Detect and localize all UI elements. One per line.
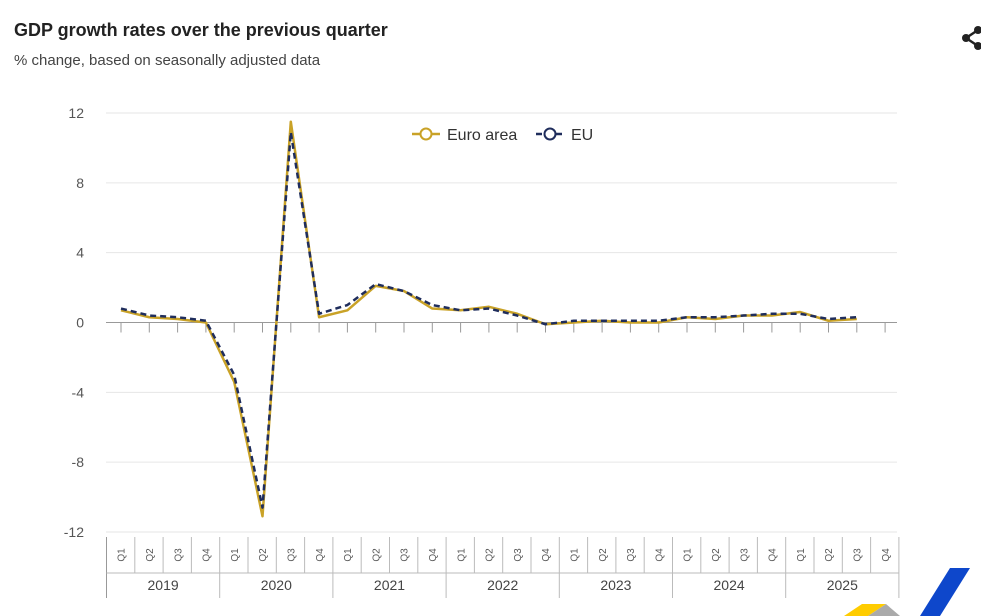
quarter-label: Q4 xyxy=(881,548,892,562)
quarter-label: Q1 xyxy=(343,548,354,562)
quarter-label: Q3 xyxy=(286,548,297,562)
legend-label: EU xyxy=(571,127,593,144)
quarter-label: Q1 xyxy=(230,548,241,562)
quarter-label: Q2 xyxy=(371,548,382,562)
quarter-label: Q4 xyxy=(315,548,326,562)
chart-subtitle: % change, based on seasonally adjusted d… xyxy=(14,52,321,69)
brand-logo xyxy=(844,568,970,616)
chart-title: GDP growth rates over the previous quart… xyxy=(14,20,388,40)
quarter-label: Q3 xyxy=(173,548,184,562)
quarter-label: Q4 xyxy=(541,548,552,562)
quarter-label: Q3 xyxy=(400,548,411,562)
quarter-label: Q2 xyxy=(711,548,722,562)
year-label: 2020 xyxy=(261,577,292,593)
quarter-label: Q1 xyxy=(456,548,467,562)
quarter-label: Q2 xyxy=(258,548,269,562)
year-label: 2019 xyxy=(148,577,179,593)
quarter-label: Q1 xyxy=(117,548,128,562)
y-tick-label: -12 xyxy=(64,524,84,540)
quarter-label: Q1 xyxy=(683,548,694,562)
y-tick-label: -8 xyxy=(72,454,85,470)
series-line xyxy=(120,130,857,509)
year-label: 2023 xyxy=(600,577,631,593)
legend-label: Euro area xyxy=(447,127,517,144)
y-tick-label: -4 xyxy=(72,384,85,400)
quarter-label: Q1 xyxy=(569,548,580,562)
quarter-label: Q3 xyxy=(739,548,750,562)
quarter-label: Q3 xyxy=(626,548,637,562)
quarter-label: Q2 xyxy=(145,548,156,562)
legend-marker xyxy=(543,127,557,141)
quarter-label: Q1 xyxy=(796,548,807,562)
quarter-label: Q3 xyxy=(513,548,524,562)
y-tick-label: 12 xyxy=(68,105,84,121)
y-tick-label: 8 xyxy=(76,175,84,191)
quarter-label: Q2 xyxy=(824,548,835,562)
share-icon[interactable] xyxy=(958,24,981,54)
year-label: 2024 xyxy=(714,577,745,593)
year-label: 2021 xyxy=(374,577,405,593)
legend-marker xyxy=(419,127,433,141)
y-tick-label: 4 xyxy=(76,245,84,261)
year-label: 2025 xyxy=(827,577,858,593)
quarter-label: Q4 xyxy=(202,548,213,562)
quarter-label: Q4 xyxy=(654,548,665,562)
quarter-label: Q2 xyxy=(485,548,496,562)
quarter-label: Q3 xyxy=(852,548,863,562)
quarter-label: Q2 xyxy=(598,548,609,562)
y-tick-label: 0 xyxy=(76,315,84,331)
series-line xyxy=(120,120,857,518)
year-label: 2022 xyxy=(487,577,518,593)
quarter-label: Q4 xyxy=(768,548,779,562)
quarter-label: Q4 xyxy=(428,548,439,562)
